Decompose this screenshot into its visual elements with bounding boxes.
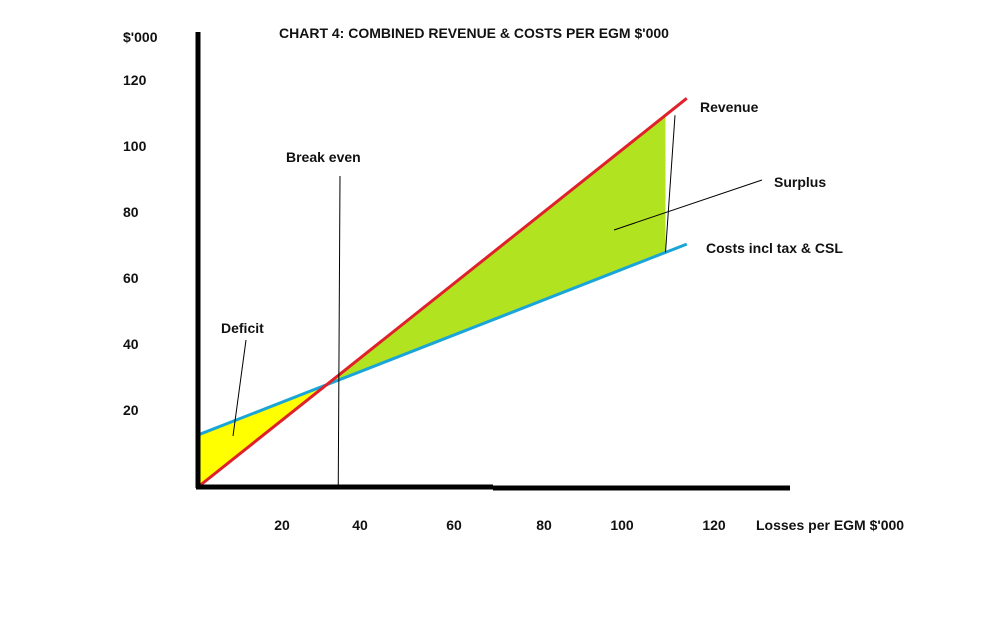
annotation-deficit: Deficit — [221, 320, 264, 336]
x-tick-label: 60 — [446, 517, 462, 533]
legend-label-costs: Costs incl tax & CSL — [706, 240, 843, 256]
y-tick-label: 80 — [123, 204, 139, 220]
tick-labels: 20 40 60 80 100 120 20 40 60 80 100 120 — [123, 72, 726, 533]
axes — [195, 32, 790, 491]
annotation-leaders — [232, 115, 763, 488]
series-line-costs — [197, 242, 688, 437]
x-tick-label: 100 — [610, 517, 634, 533]
y-tick-label: 100 — [123, 138, 147, 154]
deficit-leader — [232, 339, 247, 437]
y-tick-label: 120 — [123, 72, 147, 88]
x-tick-label: 20 — [274, 517, 290, 533]
series-lines — [197, 97, 688, 489]
annotation-break-even: Break even — [286, 149, 361, 165]
y-axis-unit-label: $'000 — [123, 29, 158, 45]
y-tick-label: 40 — [123, 336, 139, 352]
surplus-edge-line — [665, 115, 676, 253]
annotation-surplus: Surplus — [774, 174, 826, 190]
x-tick-label: 80 — [536, 517, 552, 533]
series-line-revenue — [197, 97, 688, 489]
legend-label-revenue: Revenue — [700, 99, 759, 115]
x-axis-label: Losses per EGM $'000 — [756, 517, 904, 533]
chart-title: CHART 4: COMBINED REVENUE & COSTS PER EG… — [279, 25, 669, 41]
break-even-line — [337, 175, 341, 488]
x-tick-label: 40 — [352, 517, 368, 533]
x-tick-label: 120 — [702, 517, 726, 533]
y-tick-label: 60 — [123, 270, 139, 286]
y-tick-label: 20 — [123, 402, 139, 418]
surplus-leader — [613, 179, 763, 231]
